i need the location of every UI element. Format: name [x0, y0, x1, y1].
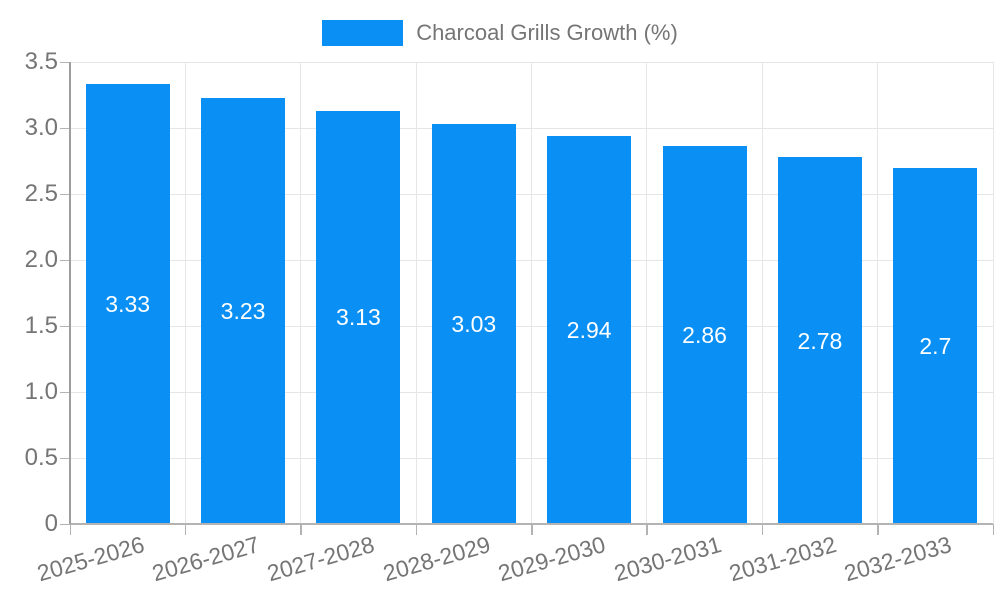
bar-value-label: 2.7: [919, 332, 952, 359]
x-axis-tick: [69, 524, 71, 535]
y-axis-tick: [60, 127, 70, 129]
legend[interactable]: Charcoal Grills Growth (%): [0, 18, 1000, 48]
bar[interactable]: 3.33: [85, 84, 170, 524]
x-axis-tick: [992, 524, 994, 535]
y-tick-label: 2.0: [24, 246, 58, 273]
y-tick-label: 2.5: [24, 180, 58, 207]
y-axis-tick: [60, 259, 70, 261]
legend-swatch: [322, 20, 404, 46]
bar-value-label: 3.03: [451, 311, 497, 337]
bar[interactable]: 2.7: [893, 167, 978, 524]
bar[interactable]: 3.03: [431, 124, 516, 524]
bar[interactable]: 2.94: [547, 135, 632, 524]
x-gridline: [300, 62, 302, 524]
y-axis-tick: [60, 391, 70, 393]
y-tick-label: 1.0: [24, 378, 58, 405]
bar[interactable]: 3.23: [201, 97, 286, 524]
x-axis-tick: [646, 524, 648, 535]
y-tick-label: 3.0: [24, 114, 58, 141]
x-axis-tick: [415, 524, 418, 535]
x-axis-tick: [761, 524, 764, 535]
x-gridline: [531, 62, 532, 524]
y-tick-label: 0: [44, 510, 58, 537]
y-axis-tick: [60, 193, 70, 195]
y-tick-label: 3.5: [24, 48, 58, 75]
y-tick-label: 0.5: [24, 444, 58, 471]
bar-value-label: 2.86: [682, 322, 727, 349]
bar[interactable]: 2.86: [662, 146, 747, 524]
x-gridline: [877, 62, 879, 524]
bar-value-label: 3.13: [336, 304, 381, 331]
x-axis-tick: [531, 524, 533, 535]
bar-value-label: 3.33: [105, 291, 151, 318]
x-axis-tick: [184, 524, 187, 535]
bar-value-label: 2.94: [566, 316, 612, 343]
x-gridline: [415, 62, 417, 524]
x-axis-tick: [877, 524, 879, 535]
bar-value-label: 2.78: [797, 327, 843, 354]
bar[interactable]: 2.78: [777, 157, 862, 524]
y-axis-tick: [60, 457, 70, 459]
x-gridline: [761, 62, 763, 524]
y-axis-tick: [60, 325, 70, 327]
bar-value-label: 3.23: [220, 297, 266, 324]
legend-label: Charcoal Grills Growth (%): [416, 20, 678, 45]
y-axis-tick: [60, 61, 70, 63]
x-gridline: [992, 62, 994, 524]
x-axis-tick: [300, 524, 302, 535]
bar[interactable]: 3.13: [316, 110, 401, 524]
y-axis-tick: [60, 523, 70, 525]
y-tick-label: 1.5: [24, 312, 58, 339]
x-gridline: [646, 62, 648, 524]
x-gridline: [184, 62, 186, 524]
y-axis-spine: [69, 62, 71, 524]
